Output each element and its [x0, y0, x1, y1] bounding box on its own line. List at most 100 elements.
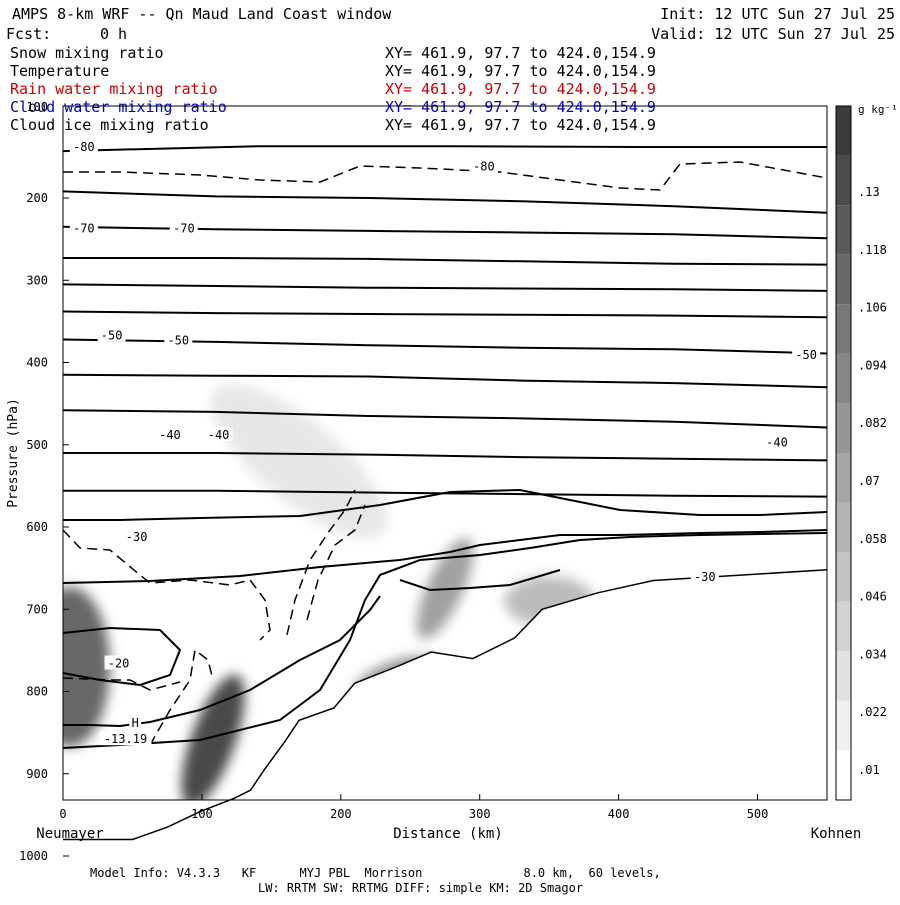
colorbar-unit: g kg⁻¹ [858, 103, 898, 116]
y-tick-label-4: 600 [26, 520, 48, 534]
y-tick-label-0: 200 [26, 191, 48, 205]
model-info: Model Info: V4.3.3 KF MYJ PBL Morrison 8… [90, 866, 661, 880]
temperature-label-5: -50 [167, 333, 189, 347]
y-tick-label-5: 700 [26, 602, 48, 616]
temperature-label-bg-11 [690, 569, 719, 584]
plot-frame [62, 105, 828, 801]
ice-contour-3 [149, 648, 214, 746]
low-temperature-contour-3 [63, 626, 182, 687]
axes: 0 100 200 300 400 500 200 300 400 500 600 700 800 900… [19, 100, 768, 863]
temperature-label-bg-4 [97, 327, 126, 342]
colorbar-swatch-6 [836, 403, 851, 453]
temperature-label-0: -80 [73, 140, 95, 154]
temperature-label-bg-0 [69, 139, 98, 154]
left-endpoint-label: Neumayer [36, 826, 103, 842]
snow-shade-5 [211, 384, 388, 539]
colorbar-swatch-12 [836, 700, 851, 751]
colorbar-swatch-7 [836, 453, 851, 503]
colorbar-label-9: .022 [858, 705, 887, 719]
temperature-label-bg-3 [169, 220, 198, 235]
colorbar-swatch-2 [836, 205, 851, 255]
forecast-label: Fcst: [6, 25, 51, 43]
colorbar-swatch-1 [836, 155, 851, 206]
temperature-label-bg-1 [469, 158, 498, 173]
temperature-label-bg-10 [122, 528, 151, 543]
temperature-contour-8 [63, 409, 827, 429]
temperature-label-bg-5 [164, 332, 193, 347]
chart-title: AMPS 8-km WRF -- Qn Maud Land Coast wind… [12, 5, 392, 23]
ice-contour-4 [286, 489, 356, 636]
x-tick-label-3: 300 [469, 807, 491, 821]
temperature-contour-9 [63, 452, 827, 462]
temperature-contour-5 [63, 310, 827, 319]
colorbar-swatch-9 [836, 552, 851, 602]
temperature-label-13: H [132, 716, 139, 730]
temperature-label-3: -70 [173, 221, 195, 235]
temperature-label-7: -40 [159, 428, 181, 442]
temperature-label-4: -50 [101, 328, 123, 342]
colorbar-swatch-11 [836, 651, 851, 701]
terrain-mask [63, 569, 828, 841]
snow-shade-1 [181, 674, 245, 800]
y-tick-label-1: 300 [26, 273, 48, 287]
colorbar-label-6: .058 [858, 532, 887, 546]
temperature-label-9: -40 [766, 435, 788, 449]
field-name-4: Cloud ice mixing ratio [10, 116, 209, 134]
colorbar-label-4: .082 [858, 416, 887, 430]
field-name-0: Snow mixing ratio [10, 44, 164, 62]
temperature-label-bg-14 [99, 731, 152, 746]
colorbar-swatch-8 [836, 502, 851, 553]
field-xy-4: XY= 461.9, 97.7 to 424.0,154.9 [385, 116, 656, 134]
temperature-label-10: -30 [126, 530, 148, 544]
colorbar-label-2: .106 [858, 301, 887, 315]
x-tick-label-4: 400 [608, 807, 630, 821]
field-name-1: Temperature [10, 62, 109, 80]
field-name-3: Cloud water mixing ratio [10, 98, 227, 116]
colorbar: .13 .118 .106 .094 .082 .07 .058 .046 .034 .022 .0… [835, 105, 887, 801]
colorbar-swatch-13 [836, 750, 851, 800]
model-physics: LW: RRTM SW: RRTMG DIFF: simple KM: 2D S… [258, 881, 583, 895]
field-list: Snow mixing ratio XY= 461.9, 97.7 to 424.… [10, 44, 656, 134]
field-name-2: Rain water mixing ratio [10, 80, 218, 98]
low-temperature-contour-1 [63, 529, 827, 584]
y-tick-label-3: 500 [26, 438, 48, 452]
low-temperature-contour-5 [399, 569, 561, 592]
field-xy-1: XY= 461.9, 97.7 to 424.0,154.9 [385, 62, 656, 80]
colorbar-swatch-0 [836, 106, 851, 156]
colorbar-label-10: .01 [858, 763, 880, 777]
y-axis-label: Pressure (hPa) [6, 398, 21, 508]
field-xy-2: XY= 461.9, 97.7 to 424.0,154.9 [385, 80, 656, 98]
x-tick-label-0: 0 [59, 807, 66, 821]
colorbar-swatch-5 [836, 353, 851, 404]
valid-time: Valid: 12 UTC Sun 27 Jul 25 [651, 25, 895, 43]
temperature-label-bg-6 [792, 347, 821, 362]
colorbar-label-1: .118 [858, 243, 887, 257]
temperature-label-bg-2 [69, 220, 98, 235]
temperature-contour-0 [63, 145, 827, 153]
temperature-label-1: -80 [473, 160, 495, 174]
ice-mixing-ratio-contours [63, 161, 827, 746]
temperature-labels: -80 -80 -70 -70 -50 -50 -50 -40 -40 -40 -30 -30 -20 H… [69, 139, 821, 746]
colorbar-label-8: .034 [858, 647, 887, 661]
colorbar-label-0: .13 [858, 185, 880, 199]
low-temperature-contour-0 [63, 488, 827, 521]
x-tick-label-2: 200 [330, 807, 352, 821]
colorbar-label-7: .046 [858, 590, 887, 604]
field-xy-0: XY= 461.9, 97.7 to 424.0,154.9 [385, 44, 656, 62]
temperature-label-bg-13 [129, 714, 142, 729]
temperature-contour-3 [63, 257, 827, 266]
right-endpoint-label: Kohnen [811, 826, 862, 842]
temperature-label-14: -13.19 [104, 732, 147, 746]
x-tick-label-1: 100 [191, 807, 213, 821]
snow-shade-0 [63, 586, 110, 747]
temperature-label-12: -20 [108, 657, 130, 671]
colorbar-swatch-10 [836, 601, 851, 652]
terrain-outline [63, 569, 828, 841]
x-axis-label: Distance (km) [393, 826, 503, 842]
ice-contour-5 [306, 504, 366, 621]
y-tick-label-top: 100 [26, 100, 48, 114]
colorbar-label-5: .07 [858, 474, 880, 488]
temperature-label-11: -30 [694, 570, 716, 584]
ice-contour-0 [63, 161, 827, 191]
